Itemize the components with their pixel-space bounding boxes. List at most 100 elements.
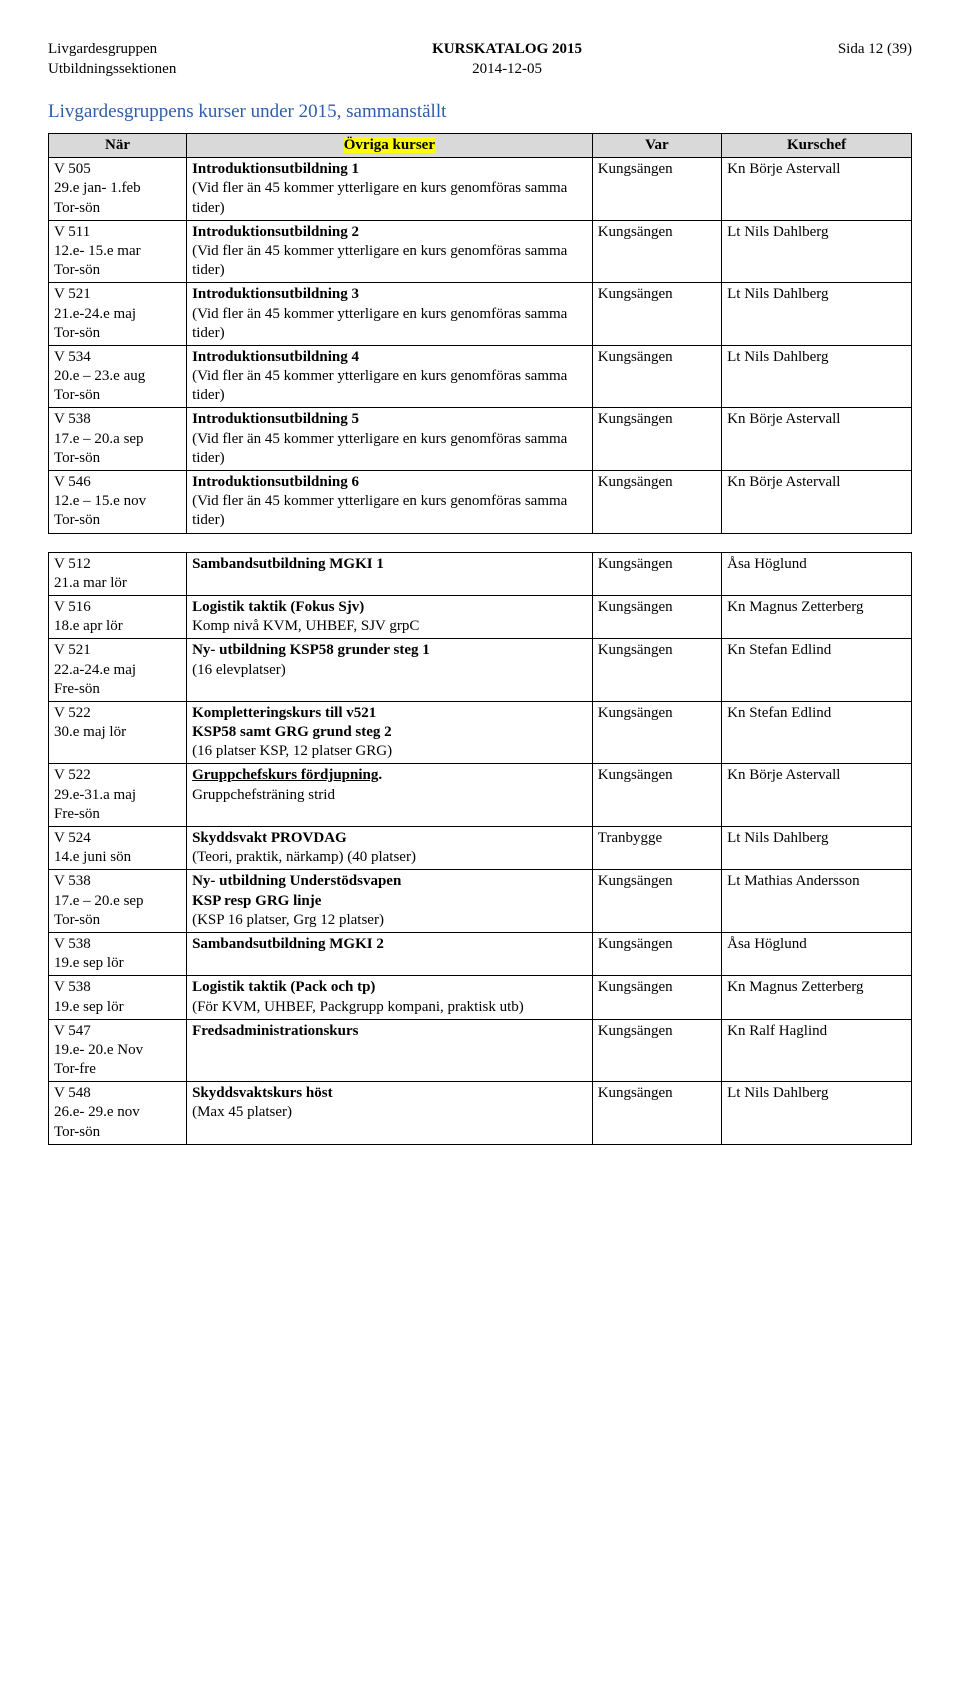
table-row: V 53817.e – 20.e sepTor-sönNy- utbildnin…: [49, 870, 912, 933]
cell-when: V 52414.e juni sön: [49, 827, 187, 870]
cell-who: Kn Börje Astervall: [722, 471, 912, 534]
cell-where: Kungsängen: [592, 639, 721, 702]
header-center: KURSKATALOG 2015 2014-12-05: [432, 40, 582, 79]
courses-table-2: V 51221.a mar lörSambandsutbildning MGKI…: [48, 552, 912, 1145]
cell-when: V 53819.e sep lör: [49, 932, 187, 975]
cell-who: Lt Nils Dahlberg: [722, 220, 912, 283]
table-row: V 53819.e sep lörSambandsutbildning MGKI…: [49, 932, 912, 975]
cell-when: V 52229.e-31.a majFre-sön: [49, 764, 187, 827]
table-row: V 50529.e jan- 1.febTor-sönIntroduktions…: [49, 158, 912, 221]
cell-where: Kungsängen: [592, 283, 721, 346]
cell-who: Kn Stefan Edlind: [722, 701, 912, 764]
table-row: V 51112.e- 15.e marTor-sönIntroduktionsu…: [49, 220, 912, 283]
table-row: V 52122.a-24.e majFre-sönNy- utbildning …: [49, 639, 912, 702]
cell-desc: Introduktionsutbildning 3(Vid fler än 45…: [187, 283, 593, 346]
cell-where: Tranbygge: [592, 827, 721, 870]
cell-desc: Introduktionsutbildning 4(Vid fler än 45…: [187, 345, 593, 408]
org-line-2: Utbildningssektionen: [48, 61, 176, 77]
cell-desc: Logistik taktik (Pack och tp)(För KVM, U…: [187, 976, 593, 1019]
cell-who: Åsa Höglund: [722, 552, 912, 595]
cell-who: Kn Börje Astervall: [722, 158, 912, 221]
cell-where: Kungsängen: [592, 408, 721, 471]
header-right: Sida 12 (39): [838, 40, 912, 79]
table-row: V 53819.e sep lörLogistik taktik (Pack o…: [49, 976, 912, 1019]
catalog-title: KURSKATALOG 2015: [432, 41, 582, 57]
cell-who: Lt Nils Dahlberg: [722, 345, 912, 408]
cell-where: Kungsängen: [592, 345, 721, 408]
table-row: V 53817.e – 20.a sepTor-sönIntroduktions…: [49, 408, 912, 471]
cell-who: Kn Magnus Zetterberg: [722, 976, 912, 1019]
table-row: V 51221.a mar lörSambandsutbildning MGKI…: [49, 552, 912, 595]
cell-desc: Gruppchefskurs fördjupning.Gruppchefsträ…: [187, 764, 593, 827]
table-gap: [48, 534, 912, 552]
cell-desc: Skyddsvakt PROVDAG(Teori, praktik, närka…: [187, 827, 593, 870]
cell-who: Kn Ralf Haglind: [722, 1019, 912, 1082]
cell-when: V 54826.e- 29.e novTor-sön: [49, 1082, 187, 1145]
cell-where: Kungsängen: [592, 220, 721, 283]
cell-who: Lt Nils Dahlberg: [722, 283, 912, 346]
cell-when: V 51221.a mar lör: [49, 552, 187, 595]
cell-desc: Fredsadministrationskurs: [187, 1019, 593, 1082]
cell-when: V 51112.e- 15.e marTor-sön: [49, 220, 187, 283]
table-row: V 52121.e-24.e majTor-sönIntroduktionsut…: [49, 283, 912, 346]
cell-who: Kn Magnus Zetterberg: [722, 595, 912, 638]
cell-who: Lt Mathias Andersson: [722, 870, 912, 933]
col-desc: Övriga kurser: [187, 134, 593, 158]
cell-when: V 50529.e jan- 1.febTor-sön: [49, 158, 187, 221]
cell-desc: Introduktionsutbildning 1(Vid fler än 45…: [187, 158, 593, 221]
cell-when: V 51618.e apr lör: [49, 595, 187, 638]
table-row: V 52414.e juni sönSkyddsvakt PROVDAG(Teo…: [49, 827, 912, 870]
cell-where: Kungsängen: [592, 471, 721, 534]
cell-desc: Kompletteringskurs till v521KSP58 samt G…: [187, 701, 593, 764]
header-left: Livgardesgruppen Utbildningssektionen: [48, 40, 176, 79]
cell-desc: Ny- utbildning KSP58 grunder steg 1(16 e…: [187, 639, 593, 702]
col-when: När: [49, 134, 187, 158]
table-row: V 52230.e maj lörKompletteringskurs till…: [49, 701, 912, 764]
cell-who: Lt Nils Dahlberg: [722, 827, 912, 870]
table-row: V 54612.e – 15.e novTor-sönIntroduktions…: [49, 471, 912, 534]
col-where: Var: [592, 134, 721, 158]
cell-where: Kungsängen: [592, 870, 721, 933]
page-header: Livgardesgruppen Utbildningssektionen KU…: [48, 40, 912, 79]
table-row: V 53420.e – 23.e augTor-sönIntroduktions…: [49, 345, 912, 408]
cell-when: V 53819.e sep lör: [49, 976, 187, 1019]
cell-where: Kungsängen: [592, 595, 721, 638]
cell-when: V 52122.a-24.e majFre-sön: [49, 639, 187, 702]
cell-desc: Skyddsvaktskurs höst(Max 45 platser): [187, 1082, 593, 1145]
cell-where: Kungsängen: [592, 158, 721, 221]
cell-when: V 54612.e – 15.e novTor-sön: [49, 471, 187, 534]
cell-when: V 52230.e maj lör: [49, 701, 187, 764]
org-line-1: Livgardesgruppen: [48, 41, 157, 57]
table-row: V 54719.e- 20.e NovTor-freFredsadministr…: [49, 1019, 912, 1082]
col-who: Kurschef: [722, 134, 912, 158]
table-row: V 54826.e- 29.e novTor-sönSkyddsvaktskur…: [49, 1082, 912, 1145]
cell-when: V 53817.e – 20.e sepTor-sön: [49, 870, 187, 933]
cell-when: V 53420.e – 23.e augTor-sön: [49, 345, 187, 408]
cell-when: V 54719.e- 20.e NovTor-fre: [49, 1019, 187, 1082]
cell-desc: Introduktionsutbildning 5(Vid fler än 45…: [187, 408, 593, 471]
cell-who: Kn Börje Astervall: [722, 764, 912, 827]
cell-desc: Sambandsutbildning MGKI 1: [187, 552, 593, 595]
cell-where: Kungsängen: [592, 764, 721, 827]
table-row: V 52229.e-31.a majFre-sönGruppchefskurs …: [49, 764, 912, 827]
cell-who: Kn Börje Astervall: [722, 408, 912, 471]
cell-desc: Sambandsutbildning MGKI 2: [187, 932, 593, 975]
cell-desc: Logistik taktik (Fokus Sjv)Komp nivå KVM…: [187, 595, 593, 638]
cell-where: Kungsängen: [592, 1082, 721, 1145]
cell-where: Kungsängen: [592, 701, 721, 764]
table-row: V 51618.e apr lörLogistik taktik (Fokus …: [49, 595, 912, 638]
cell-where: Kungsängen: [592, 976, 721, 1019]
table-header-row: När Övriga kurser Var Kurschef: [49, 134, 912, 158]
cell-who: Kn Stefan Edlind: [722, 639, 912, 702]
cell-where: Kungsängen: [592, 552, 721, 595]
page-number: Sida 12 (39): [838, 41, 912, 57]
cell-when: V 52121.e-24.e majTor-sön: [49, 283, 187, 346]
cell-who: Lt Nils Dahlberg: [722, 1082, 912, 1145]
cell-when: V 53817.e – 20.a sepTor-sön: [49, 408, 187, 471]
cell-where: Kungsängen: [592, 1019, 721, 1082]
courses-table-1: När Övriga kurser Var Kurschef V 50529.e…: [48, 133, 912, 534]
cell-where: Kungsängen: [592, 932, 721, 975]
section-title: Livgardesgruppens kurser under 2015, sam…: [48, 101, 912, 123]
cell-who: Åsa Höglund: [722, 932, 912, 975]
cell-desc: Introduktionsutbildning 6(Vid fler än 45…: [187, 471, 593, 534]
